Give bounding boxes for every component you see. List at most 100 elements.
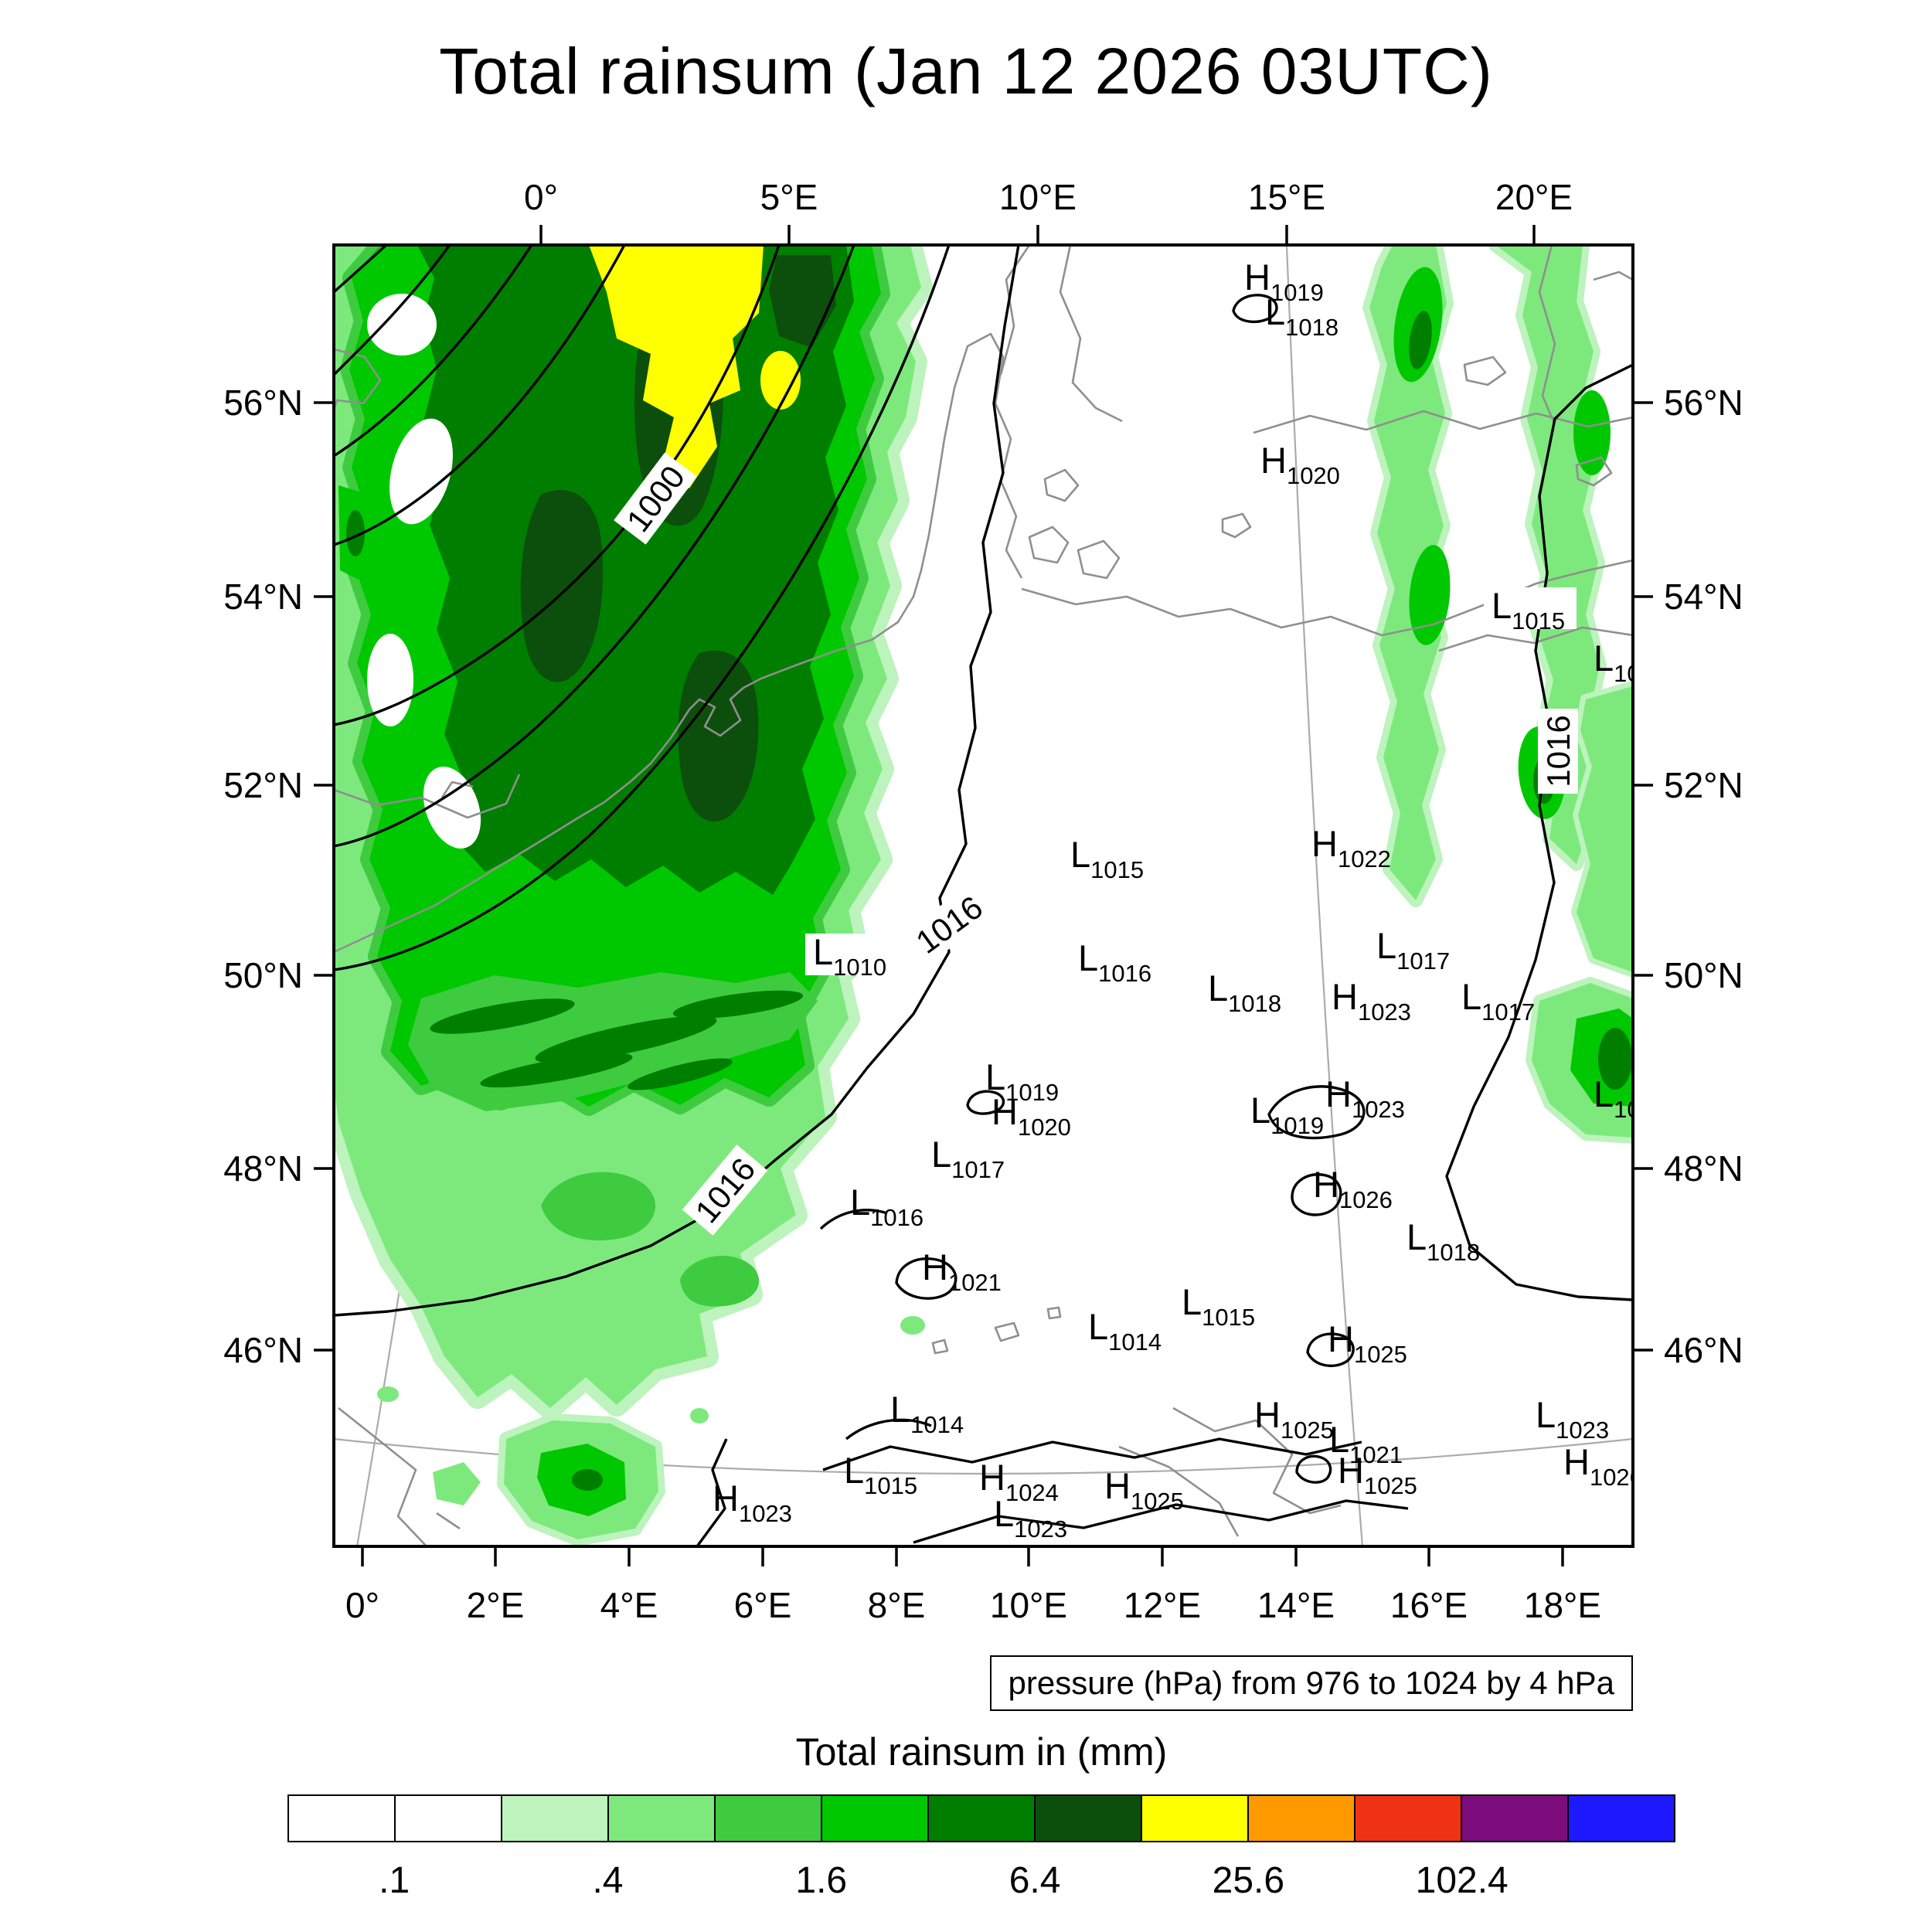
axis-label-top: 10°E bbox=[999, 177, 1077, 217]
isobar-line bbox=[1267, 1085, 1366, 1140]
pressure-marker-text: H1023 bbox=[713, 1478, 792, 1527]
axis-label-bottom: 4°E bbox=[600, 1585, 658, 1625]
chart-title: Total rainsum (Jan 12 2026 03UTC) bbox=[439, 35, 1493, 107]
axis-label-bottom: 18°E bbox=[1524, 1585, 1601, 1625]
isobar-line bbox=[334, 245, 855, 848]
axis-label-left: 48°N bbox=[223, 1148, 303, 1189]
pressure-marker-text: H1022 bbox=[1311, 823, 1391, 872]
rain-area bbox=[389, 418, 453, 525]
coastline bbox=[1463, 355, 1613, 487]
pressure-marker: L1017 bbox=[1376, 925, 1450, 975]
pressure-marker: L1014 bbox=[1088, 1306, 1162, 1355]
pressure-marker: L1016 bbox=[1078, 937, 1151, 987]
pressure-marker-text: H1025 bbox=[1104, 1465, 1184, 1515]
pressure-marker: H1023 bbox=[713, 1478, 792, 1527]
colorbar-cell bbox=[927, 1796, 1034, 1841]
axis-label-bottom: 8°E bbox=[868, 1585, 926, 1625]
pressure-marker: L1015 bbox=[1070, 834, 1144, 883]
coastline bbox=[1253, 410, 1633, 434]
rain-area bbox=[1598, 1028, 1632, 1090]
pressure-marker-text: H1021 bbox=[922, 1247, 1002, 1296]
isobar-line bbox=[1306, 1332, 1355, 1368]
axis-label-bottom: 14°E bbox=[1257, 1585, 1335, 1625]
contour-label-box bbox=[682, 1145, 768, 1236]
axis-label-right: 52°N bbox=[1664, 765, 1743, 805]
isobar-line bbox=[1295, 1454, 1332, 1484]
isobar-line bbox=[334, 245, 533, 457]
colorbar bbox=[287, 1794, 1675, 1842]
rain-area bbox=[690, 1408, 709, 1423]
isobar-line bbox=[822, 1437, 1362, 1471]
rain-area bbox=[680, 1255, 760, 1307]
pressure-marker: L1015 bbox=[844, 1450, 917, 1499]
rain-area bbox=[535, 1015, 717, 1063]
rain-area bbox=[900, 1316, 925, 1335]
rain-area bbox=[377, 1386, 399, 1402]
axis-label-top: 20°E bbox=[1495, 177, 1573, 217]
axis-label-left: 52°N bbox=[223, 765, 303, 805]
axis-label-right: 56°N bbox=[1664, 383, 1743, 423]
colorbar-tick-label: 1.6 bbox=[795, 1860, 848, 1901]
rain-area bbox=[1362, 245, 1454, 907]
pressure-marker-text: L1015 bbox=[844, 1450, 917, 1499]
isobar-line bbox=[966, 1090, 1005, 1115]
rain-area bbox=[433, 1462, 481, 1505]
pressure-marker-text: L1014 bbox=[1088, 1306, 1162, 1355]
contour-label-box bbox=[614, 452, 697, 545]
axis-label-bottom: 12°E bbox=[1124, 1585, 1201, 1625]
isobar-line bbox=[895, 1257, 957, 1300]
rain-area bbox=[1409, 545, 1451, 645]
colorbar-cell bbox=[1354, 1796, 1461, 1841]
map-frame bbox=[332, 243, 1634, 1548]
coastline bbox=[1438, 626, 1633, 652]
axis-label-top: 5°E bbox=[760, 177, 818, 217]
axis-label-bottom: 2°E bbox=[467, 1585, 525, 1625]
colorbar-cell bbox=[1141, 1796, 1247, 1841]
pressure-marker: H1025 bbox=[1328, 1318, 1407, 1368]
isobar-line bbox=[819, 1209, 888, 1230]
isobar-line bbox=[334, 245, 781, 726]
pressure-marker: L1018 bbox=[1406, 1216, 1480, 1266]
axis-label-bottom: 6°E bbox=[734, 1585, 792, 1625]
isobar-line bbox=[334, 245, 451, 376]
axis-label-right: 50°N bbox=[1664, 955, 1743, 995]
pressure-marker-text: L1016 bbox=[1078, 937, 1151, 987]
isobar-line bbox=[1232, 294, 1278, 323]
colorbar-cell bbox=[1247, 1796, 1354, 1841]
axis-label-top: 15°E bbox=[1248, 177, 1325, 217]
pressure-marker-text: L1015 bbox=[1070, 834, 1144, 883]
rain-area bbox=[430, 998, 575, 1034]
colorbar-title: Total rainsum in (mm) bbox=[795, 1730, 1168, 1774]
colorbar-cell bbox=[714, 1796, 821, 1841]
coastline bbox=[1593, 270, 1633, 281]
colorbar-cell bbox=[1034, 1796, 1141, 1841]
pressure-marker-text: L1015 bbox=[1182, 1281, 1255, 1331]
rain-area bbox=[672, 990, 804, 1019]
pressure-marker-text: H1023 bbox=[1332, 976, 1411, 1026]
rain-area bbox=[760, 351, 801, 410]
colorbar-tick-label: .4 bbox=[592, 1860, 624, 1901]
isobar-line bbox=[1291, 1173, 1342, 1216]
isobar-line bbox=[334, 245, 951, 971]
isobar-line bbox=[913, 1499, 1409, 1544]
colorbar-cell bbox=[501, 1796, 607, 1841]
rain-area bbox=[589, 245, 764, 488]
rain-area bbox=[423, 767, 481, 849]
pressure-marker: H1020 bbox=[1260, 440, 1340, 489]
colorbar-cell bbox=[394, 1796, 501, 1841]
pressure-marker-text: H1023 bbox=[1325, 1073, 1405, 1123]
pressure-marker: H1026 bbox=[1313, 1164, 1393, 1213]
rain-area bbox=[1573, 390, 1611, 475]
axis-label-left: 56°N bbox=[223, 383, 303, 423]
contour-label: 1016 bbox=[1538, 709, 1578, 794]
contour-label-box bbox=[1538, 709, 1578, 794]
coastline bbox=[334, 774, 521, 819]
rain-area bbox=[628, 1058, 733, 1090]
rain-area bbox=[346, 510, 365, 556]
pressure-marker: L1017 bbox=[931, 1134, 1005, 1183]
axis-label-left: 54°N bbox=[223, 577, 303, 617]
pressure-caption: pressure (hPa) from 976 to 1024 by 4 hPa bbox=[989, 1655, 1633, 1711]
axis-label-right: 48°N bbox=[1664, 1148, 1743, 1189]
pressure-marker-text: H1024 bbox=[979, 1457, 1059, 1506]
pressure-marker: L1018 bbox=[1208, 968, 1281, 1017]
